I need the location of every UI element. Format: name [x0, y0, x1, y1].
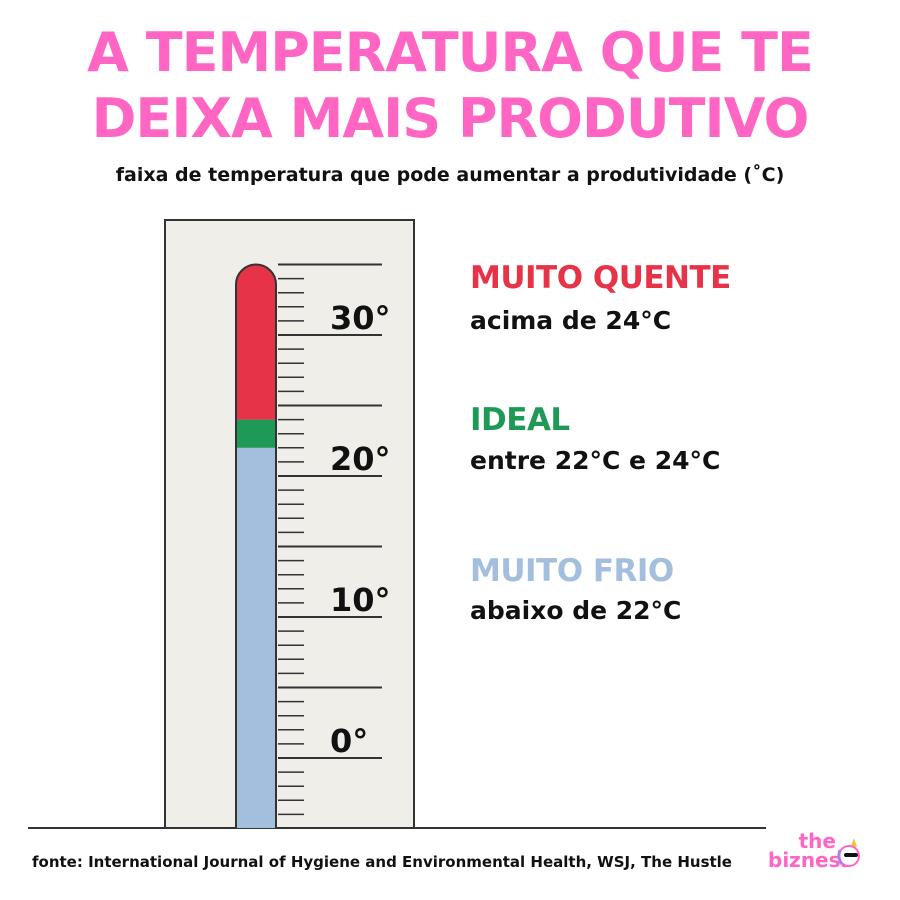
thermometer-tube	[235, 263, 277, 828]
brand-logo: the bizness	[768, 829, 853, 872]
legend-ideal-label: IDEAL	[470, 402, 570, 438]
legend-ideal-desc: entre 22°C e 24°C	[470, 446, 721, 475]
tick-label: 0°	[330, 722, 368, 760]
tick-label: 30°	[330, 299, 391, 337]
legend-hot-label: MUITO QUENTE	[470, 260, 731, 296]
unicorn-sunglasses-icon	[837, 838, 860, 867]
range-bar-muito-quente	[236, 264, 276, 420]
brand-line-2: bizness	[768, 848, 853, 872]
legend-cold-desc: abaixo de 22°C	[470, 596, 682, 625]
tick-label: 10°	[330, 581, 391, 619]
legend-cold-label: MUITO FRIO	[470, 553, 674, 589]
title-line-2: DEIXA MAIS PRODUTIVO	[91, 87, 810, 150]
brand-line-1: the	[798, 829, 836, 853]
tick-label: 20°	[330, 440, 391, 478]
title-line-1: A TEMPERATURA QUE TE	[87, 21, 814, 84]
page-title: A TEMPERATURA QUE TE DEIXA MAIS PRODUTIV…	[0, 20, 900, 152]
subtitle: faixa de temperatura que pode aumentar a…	[115, 164, 785, 186]
range-bar-muito-frio	[236, 447, 276, 828]
legend-hot-desc: acima de 24°C	[470, 306, 672, 335]
source-footer: fonte: International Journal of Hygiene …	[32, 853, 732, 871]
range-bar-ideal	[236, 419, 276, 448]
